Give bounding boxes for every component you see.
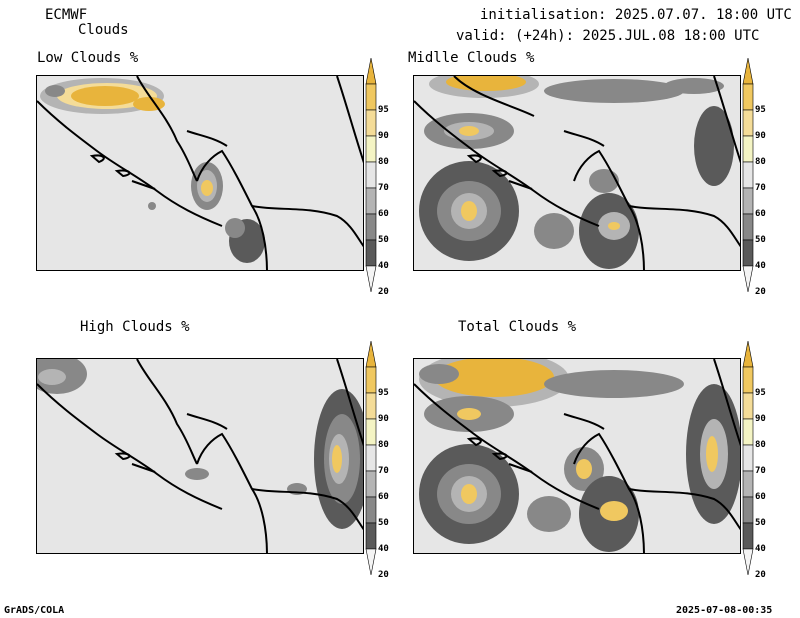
colorbar-top-arrow bbox=[365, 58, 377, 85]
colorbar-level-label: 40 bbox=[378, 261, 389, 271]
colorbar-segment bbox=[742, 444, 754, 472]
colorbar-bottom-arrow bbox=[742, 265, 754, 293]
colorbar-segment bbox=[365, 470, 377, 498]
colorbar-level-label: 50 bbox=[378, 235, 389, 245]
colorbar-high: 95 90 80 70 60 50 40 20 bbox=[364, 341, 404, 580]
colorbar-level-label: 40 bbox=[755, 261, 766, 271]
map-panel-middle-clouds bbox=[413, 75, 741, 271]
colorbar-level-label: 50 bbox=[378, 518, 389, 528]
colorbar-level-label: 80 bbox=[378, 157, 389, 167]
colorbar-level-label: 90 bbox=[378, 414, 389, 424]
colorbar-segment bbox=[365, 109, 377, 137]
coastline-borders bbox=[414, 76, 740, 270]
colorbar-level-label: 70 bbox=[755, 466, 766, 476]
colorbar-level-label: 60 bbox=[378, 492, 389, 502]
colorbar-level-label: 90 bbox=[755, 131, 766, 141]
colorbar-segment bbox=[742, 239, 754, 267]
colorbar-segment bbox=[742, 366, 754, 394]
panel-title-total: Total Clouds % bbox=[458, 319, 577, 335]
colorbar-level-label: 95 bbox=[755, 388, 766, 398]
map-panel-low-clouds bbox=[36, 75, 364, 271]
colorbar-bottom-arrow bbox=[365, 265, 377, 293]
cloud-field-middle bbox=[419, 76, 734, 269]
colorbar-level-label: 90 bbox=[378, 131, 389, 141]
colorbar-segment bbox=[742, 522, 754, 550]
colorbar-top-arrow bbox=[365, 341, 377, 368]
colorbar-segment bbox=[742, 83, 754, 111]
colorbar-level-label: 20 bbox=[755, 570, 766, 580]
colorbar-level-label: 60 bbox=[755, 492, 766, 502]
colorbar-level-label: 40 bbox=[378, 544, 389, 554]
colorbar-low: 95 90 80 70 60 50 40 20 bbox=[364, 58, 404, 297]
coastline-borders bbox=[37, 359, 363, 553]
colorbar-level-label: 80 bbox=[755, 440, 766, 450]
colorbar-segment bbox=[742, 213, 754, 241]
footer-timestamp: 2025-07-08-00:35 bbox=[676, 605, 773, 616]
map-panel-high-clouds bbox=[36, 358, 364, 554]
coastline-borders bbox=[37, 76, 363, 270]
colorbar-level-label: 95 bbox=[755, 105, 766, 115]
colorbar-segment bbox=[365, 392, 377, 420]
colorbar-level-label: 60 bbox=[378, 209, 389, 219]
colorbar-segment bbox=[365, 213, 377, 241]
coastline-borders bbox=[414, 359, 740, 553]
colorbar-segment bbox=[365, 187, 377, 215]
colorbar-level-label: 40 bbox=[755, 544, 766, 554]
colorbar-level-label: 95 bbox=[378, 388, 389, 398]
colorbar-level-label: 80 bbox=[378, 440, 389, 450]
colorbar-segment bbox=[742, 392, 754, 420]
colorbar-level-label: 60 bbox=[755, 209, 766, 219]
initialisation-time: initialisation: 2025.07.07. 18:00 UTC bbox=[480, 7, 792, 23]
cloud-field-high bbox=[37, 359, 363, 529]
colorbar-segment bbox=[365, 135, 377, 163]
colorbar-level-label: 70 bbox=[378, 183, 389, 193]
colorbar-segment bbox=[742, 470, 754, 498]
footer-software: GrADS/COLA bbox=[4, 605, 65, 616]
colorbar-level-label: 50 bbox=[755, 235, 766, 245]
colorbar-bottom-arrow bbox=[365, 548, 377, 576]
panel-title-middle: Midlle Clouds % bbox=[408, 50, 535, 66]
colorbar-segment bbox=[742, 135, 754, 163]
colorbar-segment bbox=[365, 161, 377, 189]
colorbar-segment bbox=[365, 418, 377, 446]
cloud-field-low bbox=[40, 78, 265, 263]
colorbar-level-label: 80 bbox=[755, 157, 766, 167]
colorbar-segment bbox=[742, 418, 754, 446]
valid-time: valid: (+24h): 2025.JUL.08 18:00 UTC bbox=[456, 28, 760, 44]
colorbar-level-label: 95 bbox=[378, 105, 389, 115]
colorbar-segment bbox=[365, 522, 377, 550]
colorbar-segment bbox=[742, 161, 754, 189]
panel-title-low: Low Clouds % bbox=[37, 50, 139, 66]
colorbar-segment bbox=[742, 187, 754, 215]
colorbar-segment bbox=[365, 83, 377, 111]
map-panel-total-clouds bbox=[413, 358, 741, 554]
colorbar-segment bbox=[365, 239, 377, 267]
colorbar-level-label: 20 bbox=[378, 287, 389, 297]
cloud-field-total bbox=[419, 359, 740, 552]
colorbar-level-label: 20 bbox=[378, 570, 389, 580]
colorbar-top-arrow bbox=[742, 341, 754, 368]
colorbar-level-label: 70 bbox=[755, 183, 766, 193]
colorbar-segment bbox=[365, 496, 377, 524]
colorbar-level-label: 50 bbox=[755, 518, 766, 528]
colorbar-segment bbox=[365, 444, 377, 472]
colorbar-level-label: 70 bbox=[378, 466, 389, 476]
colorbar-total: 95 90 80 70 60 50 40 20 bbox=[741, 341, 781, 580]
colorbar-middle: 95 90 80 70 60 50 40 20 bbox=[741, 58, 781, 297]
colorbar-level-label: 20 bbox=[755, 287, 766, 297]
colorbar-bottom-arrow bbox=[742, 548, 754, 576]
colorbar-segment bbox=[742, 109, 754, 137]
colorbar-top-arrow bbox=[742, 58, 754, 85]
colorbar-segment bbox=[742, 496, 754, 524]
panel-title-high: High Clouds % bbox=[80, 319, 190, 335]
colorbar-segment bbox=[365, 366, 377, 394]
parameter-name: Clouds bbox=[78, 22, 129, 38]
model-name: ECMWF bbox=[45, 7, 88, 23]
colorbar-level-label: 90 bbox=[755, 414, 766, 424]
